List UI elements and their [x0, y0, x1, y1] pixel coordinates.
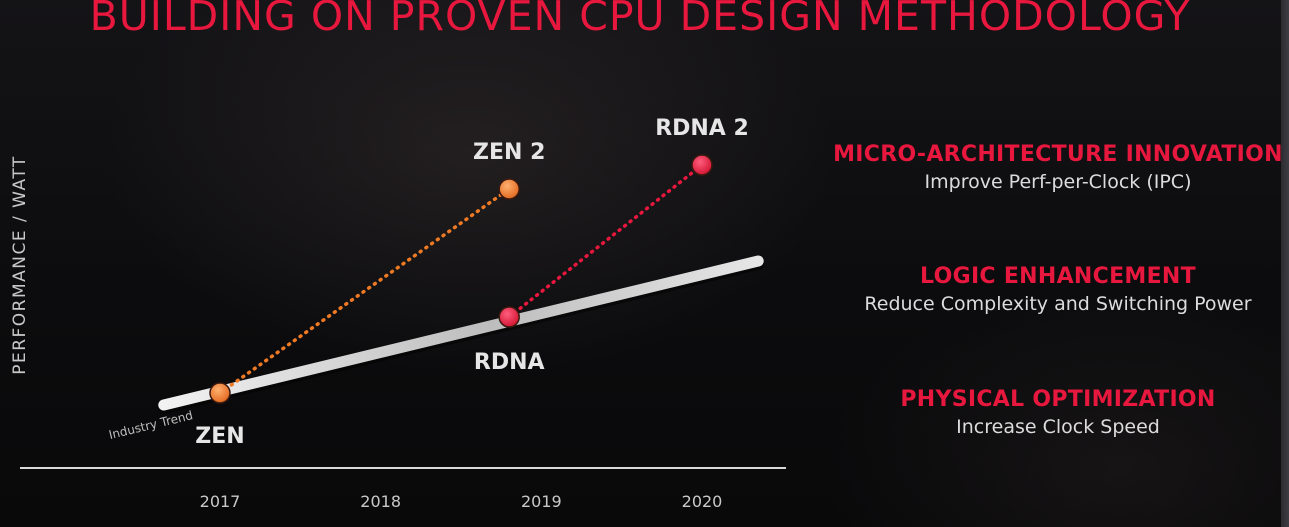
industry-trend-label: Industry Trend — [107, 408, 194, 442]
data-label: RDNA — [474, 350, 545, 375]
panel-item-micro-architecture: MICRO-ARCHITECTURE INNOVATION Improve Pe… — [830, 142, 1286, 193]
panel-heading: PHYSICAL OPTIMIZATION — [900, 387, 1216, 412]
panel-text: Increase Clock Speed — [956, 416, 1160, 438]
x-tick-label: 2020 — [682, 492, 723, 511]
panel-item-logic-enhancement: LOGIC ENHANCEMENT Reduce Complexity and … — [830, 264, 1286, 315]
panel-heading: LOGIC ENHANCEMENT — [920, 264, 1196, 289]
chart-layer: 2017 2018 2019 2020 Industry Trend ZEN ZEN 2 RD… — [107, 116, 765, 511]
data-label: ZEN — [195, 424, 244, 449]
data-point-rdna — [498, 306, 520, 328]
panel-item-physical-optimization: PHYSICAL OPTIMIZATION Increase Clock Spe… — [830, 387, 1286, 438]
panel-heading: MICRO-ARCHITECTURE INNOVATION — [833, 142, 1283, 167]
data-point-rdna-2 — [691, 154, 713, 176]
panel-text: Reduce Complexity and Switching Power — [864, 293, 1252, 315]
data-point-zen — [209, 382, 231, 404]
x-tick-label: 2017 — [200, 492, 241, 511]
industry-trend-line — [158, 255, 764, 411]
series-dotted-line — [507, 163, 704, 319]
performance-chart: 2017 2018 2019 2020 Industry Trend ZEN ZEN 2 RD… — [20, 116, 786, 511]
x-tick-label: 2019 — [521, 492, 562, 511]
data-label: ZEN 2 — [473, 140, 545, 165]
series-dotted-line — [218, 187, 511, 395]
panel-text: Improve Perf-per-Clock (IPC) — [924, 171, 1192, 193]
slide-title: BUILDING ON PROVEN CPU DESIGN METHODOLOG… — [89, 0, 1191, 40]
data-label: RDNA 2 — [655, 116, 749, 141]
data-point-zen-2 — [498, 178, 520, 200]
window-edge — [1281, 0, 1289, 527]
x-tick-label: 2018 — [360, 492, 401, 511]
